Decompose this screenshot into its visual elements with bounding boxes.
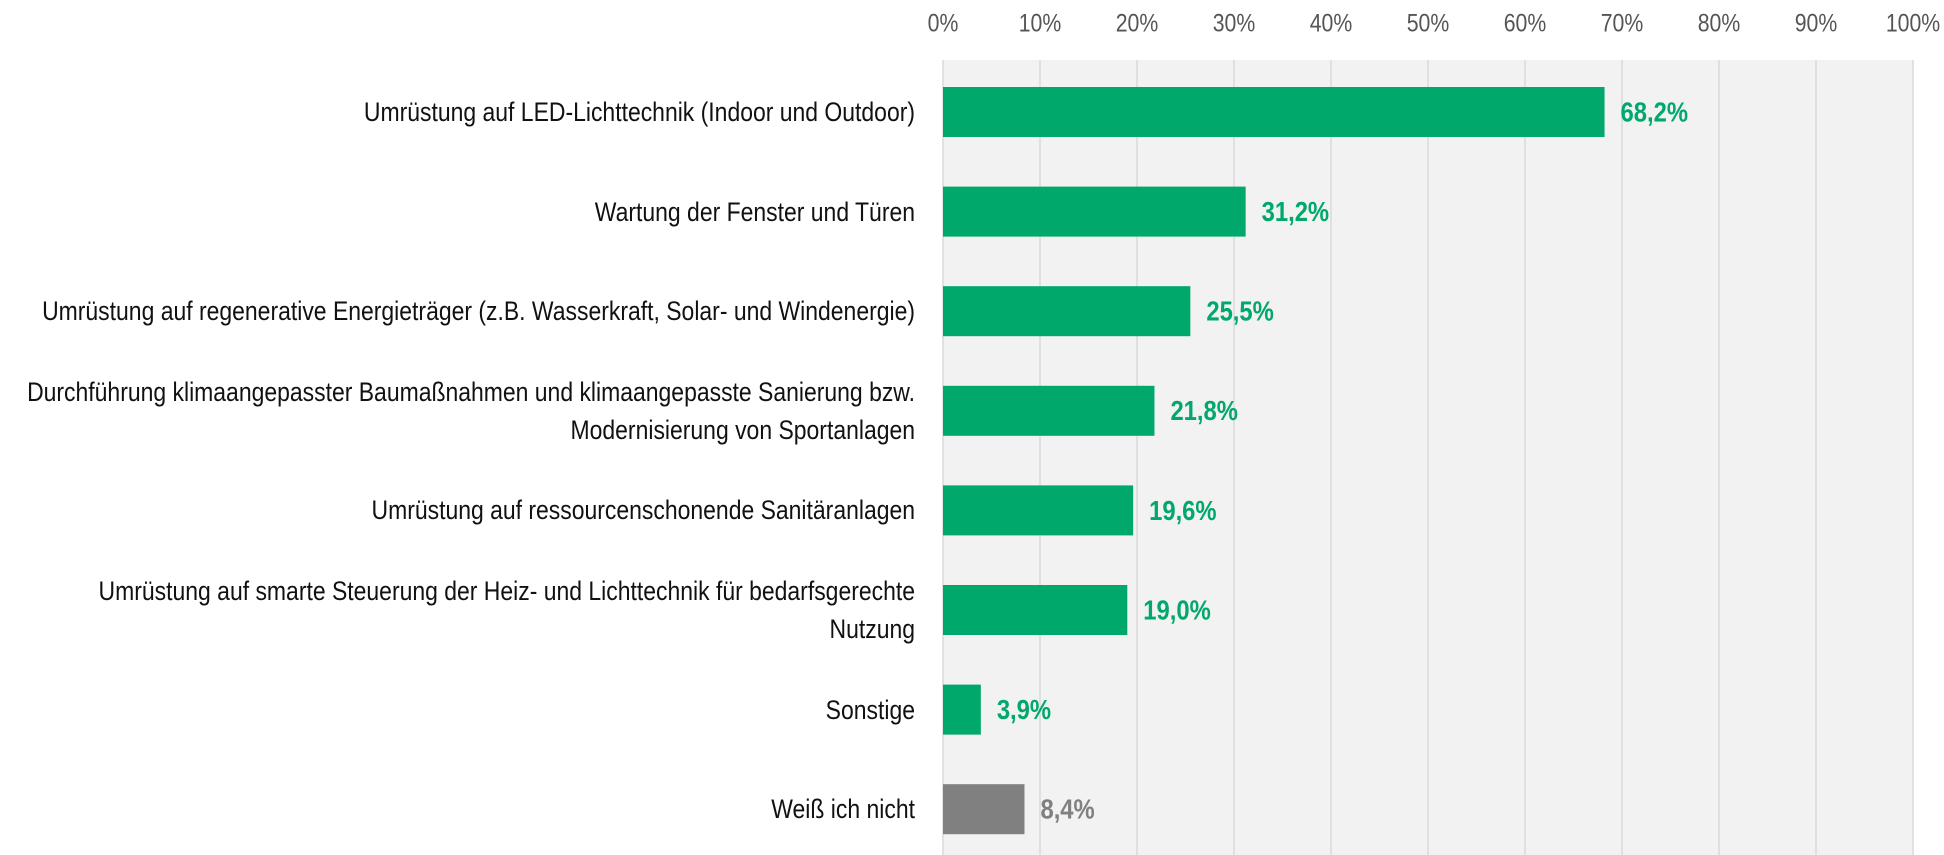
category-label: Umrüstung auf ressourcenschonende Sanitä…: [371, 495, 915, 526]
bar: [943, 87, 1605, 137]
x-tick-label: 70%: [1601, 9, 1644, 37]
category-label: Umrüstung auf smarte Steuerung der Heiz-…: [98, 576, 916, 644]
bar: [943, 286, 1191, 337]
category-label: Sonstige: [825, 694, 915, 725]
value-label: 3,9%: [997, 693, 1051, 725]
x-tick-label: 60%: [1504, 9, 1547, 37]
category-label: Umrüstung auf regenerative Energieträger…: [42, 296, 915, 327]
bar: [943, 585, 1128, 635]
x-tick-label: 20%: [1116, 9, 1159, 37]
x-tick-label: 10%: [1019, 9, 1062, 37]
bar: [943, 385, 1155, 436]
value-label: 25,5%: [1206, 295, 1273, 327]
x-tick-label: 90%: [1795, 9, 1838, 37]
value-label: 8,4%: [1040, 793, 1094, 825]
x-tick-label: 30%: [1213, 9, 1256, 37]
x-tick-label: 100%: [1886, 9, 1940, 37]
x-tick-label: 0%: [928, 9, 959, 37]
value-label: 31,2%: [1262, 195, 1329, 227]
category-label: Umrüstung auf LED-Lichttechnik (Indoor u…: [363, 97, 915, 127]
value-label: 21,8%: [1170, 394, 1237, 426]
value-label: 19,6%: [1149, 494, 1216, 526]
bar: [943, 784, 1025, 835]
value-label: 68,2%: [1621, 96, 1688, 128]
bar: [943, 485, 1134, 536]
category-label: Weiß ich nicht: [771, 794, 915, 825]
x-tick-label: 40%: [1310, 9, 1353, 37]
x-tick-label: 80%: [1698, 9, 1741, 37]
x-tick-label: 50%: [1407, 9, 1450, 37]
category-label: Durchführung klimaangepasster Baumaßnahm…: [27, 376, 916, 445]
bar: [943, 186, 1246, 237]
category-label: Wartung der Fenster und Türen: [594, 196, 915, 227]
value-label: 19,0%: [1143, 594, 1210, 626]
bar: [943, 684, 981, 735]
